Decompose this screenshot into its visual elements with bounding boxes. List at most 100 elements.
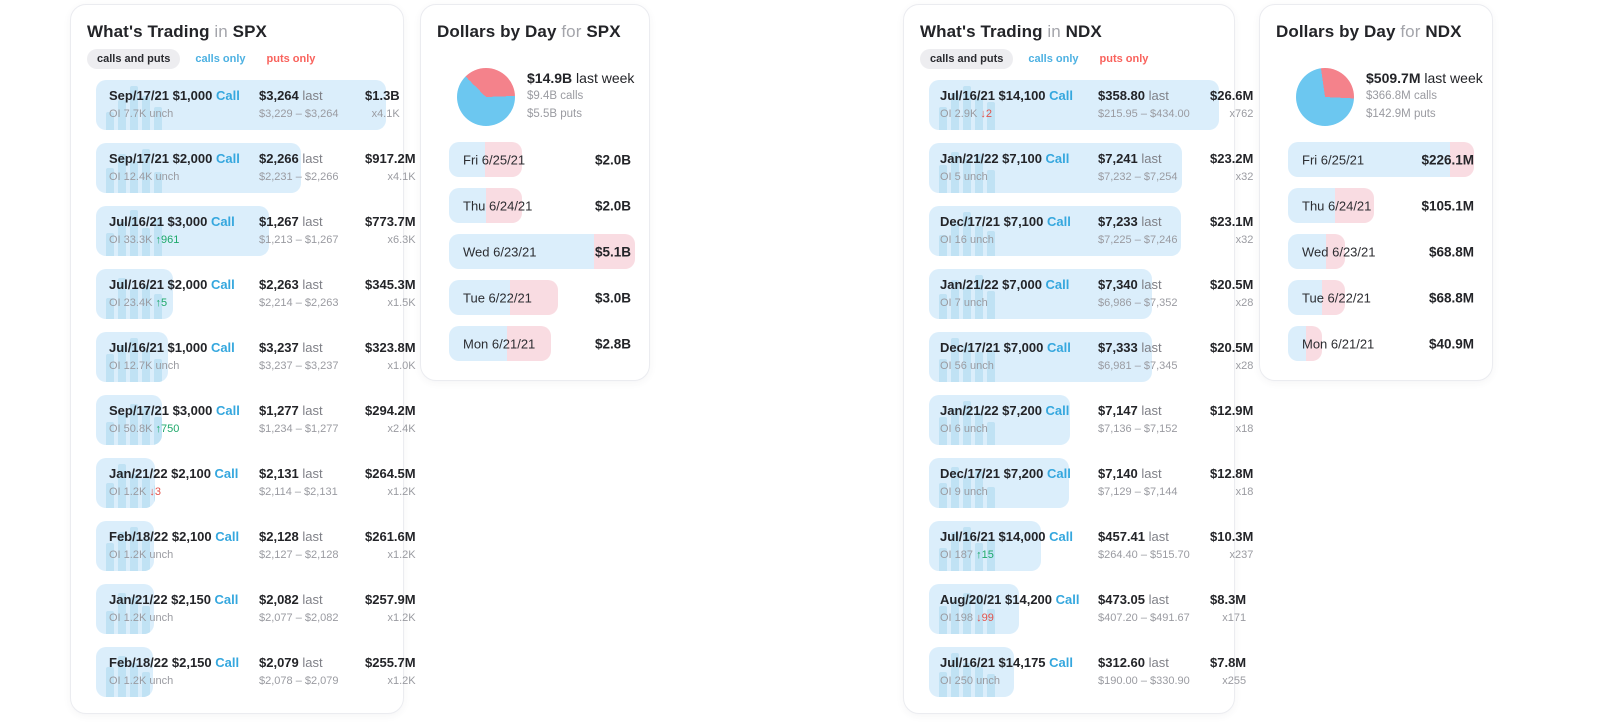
filter-tabs: calls and puts calls only puts only [920, 49, 1218, 69]
option-side: Call [1049, 655, 1073, 670]
trading-row[interactable]: Aug/20/21 $14,200 Call OI 198 ↓99 $473.0… [920, 584, 1246, 634]
trading-row[interactable]: Sep/17/21 $3,000 Call OI 50.8K ↑750 $1,2… [87, 395, 416, 445]
contracts-count: x28 [1235, 297, 1254, 309]
contract-label: Jan/21/22 $7,100 [940, 151, 1042, 166]
contracts-count: x255 [1222, 675, 1247, 687]
last-price: $7,233 [1098, 214, 1138, 229]
trading-rows: Jul/16/21 $14,100 Call OI 2.9K ↓2 $358.8… [920, 80, 1253, 697]
weekly-puts: $142.9M puts [1366, 108, 1436, 120]
panel-whats-trading-spx: What's Trading in SPX calls and puts cal… [70, 4, 416, 714]
open-interest: OI 1.2K [109, 549, 147, 561]
tab-calls-only[interactable]: calls only [189, 49, 251, 69]
day-row: Mon 6/21/21 $2.8B [437, 326, 633, 361]
contract-label: Dec/17/21 $7,200 [940, 466, 1044, 481]
open-interest: OI 33.3K [109, 234, 153, 246]
option-side: Call [210, 214, 235, 229]
price-range: $1,234 – $1,277 [259, 423, 339, 435]
contracts-count: x171 [1222, 612, 1247, 624]
option-side: Call [215, 529, 240, 544]
trading-row[interactable]: Sep/17/21 $1,000 Call OI 7.7K unch $3,26… [87, 80, 400, 130]
price-column: $7,140 last $7,129 – $7,144 [1098, 465, 1210, 500]
tab-calls-only[interactable]: calls only [1022, 49, 1084, 69]
oi-change: ↑750 [155, 423, 180, 435]
trading-row[interactable]: Jan/21/22 $7,200 Call OI 6 unch $7,147 l… [920, 395, 1253, 445]
day-value: $68.8M [1428, 244, 1474, 259]
price-column: $457.41 last $264.40 – $515.70 [1098, 528, 1210, 563]
price-range: $6,986 – $7,352 [1098, 297, 1178, 309]
price-column: $2,131 last $2,114 – $2,131 [259, 465, 365, 500]
tab-puts-only[interactable]: puts only [261, 49, 322, 69]
option-side: Call [210, 340, 235, 355]
trading-row[interactable]: Jul/16/21 $2,000 Call OI 23.4K ↑5 $2,263… [87, 269, 416, 319]
trading-row[interactable]: Jan/21/22 $2,100 Call OI 1.2K ↓3 $2,131 … [87, 458, 416, 508]
last-label: last [302, 655, 323, 670]
value-column: $255.7M x1.2K [365, 654, 416, 689]
contract-label: Dec/17/21 $7,000 [940, 340, 1044, 355]
tab-puts-only[interactable]: puts only [1094, 49, 1155, 69]
open-interest: OI 56 [940, 360, 967, 372]
tab-calls-and-puts[interactable]: calls and puts [87, 49, 181, 69]
price-column: $7,241 last $7,232 – $7,254 [1098, 150, 1210, 185]
trading-row[interactable]: Sep/17/21 $2,000 Call OI 12.4K unch $2,2… [87, 143, 416, 193]
day-row: Fri 6/25/21 $226.1M [1276, 142, 1476, 177]
notional-value: $12.9M [1210, 403, 1254, 418]
trading-row[interactable]: Jul/16/21 $3,000 Call OI 33.3K ↑961 $1,2… [87, 206, 416, 256]
trading-row[interactable]: Jul/16/21 $1,000 Call OI 12.7K unch $3,2… [87, 332, 416, 382]
trading-row[interactable]: Dec/17/21 $7,100 Call OI 16 unch $7,233 … [920, 206, 1253, 256]
trading-row[interactable]: Feb/18/22 $2,100 Call OI 1.2K unch $2,12… [87, 521, 416, 571]
trading-row-content: Jan/21/22 $2,150 Call OI 1.2K unch $2,08… [87, 584, 416, 626]
day-label: Thu 6/24/21 [1302, 198, 1372, 213]
contract-column: Jan/21/22 $2,100 Call OI 1.2K ↓3 [109, 465, 259, 500]
notional-value: $294.2M [365, 403, 416, 418]
trading-row[interactable]: Feb/18/22 $2,150 Call OI 1.2K unch $2,07… [87, 647, 416, 697]
trading-row[interactable]: Jan/21/22 $2,150 Call OI 1.2K unch $2,08… [87, 584, 416, 634]
day-label: Wed 6/23/21 [463, 244, 537, 259]
trading-row[interactable]: Jul/16/21 $14,175 Call OI 250 unch $312.… [920, 647, 1246, 697]
price-column: $2,263 last $2,214 – $2,263 [259, 276, 365, 311]
trading-row[interactable]: Jul/16/21 $14,000 Call OI 187 ↑15 $457.4… [920, 521, 1253, 571]
calls-puts-bar [1288, 326, 1322, 361]
contract-label: Sep/17/21 $1,000 [109, 88, 213, 103]
panel-title: What's Trading in SPX [87, 22, 387, 42]
trading-row[interactable]: Dec/17/21 $7,200 Call OI 9 unch $7,140 l… [920, 458, 1253, 508]
option-side: Call [1049, 88, 1073, 103]
open-interest: OI 9 [940, 486, 961, 498]
notional-value: $23.1M [1210, 214, 1254, 229]
volume-spark [939, 462, 995, 508]
option-side: Call [1055, 592, 1080, 607]
calls-segment [1288, 234, 1326, 269]
title-symbol: SPX [586, 22, 621, 41]
tab-calls-and-puts[interactable]: calls and puts [920, 49, 1014, 69]
trading-row[interactable]: Jul/16/21 $14,100 Call OI 2.9K ↓2 $358.8… [920, 80, 1253, 130]
trading-row[interactable]: Dec/17/21 $7,000 Call OI 56 unch $7,333 … [920, 332, 1253, 382]
price-range: $2,214 – $2,263 [259, 297, 339, 309]
trading-row[interactable]: Jan/21/22 $7,000 Call OI 7 unch $7,340 l… [920, 269, 1253, 319]
volume-spark [106, 651, 153, 697]
price-range: $2,231 – $2,266 [259, 171, 339, 183]
puts-segment [486, 188, 522, 223]
last-price: $2,128 [259, 529, 299, 544]
price-column: $473.05 last $407.20 – $491.67 [1098, 591, 1210, 626]
panel-title: Dollars by Day for SPX [437, 22, 633, 42]
day-label: Thu 6/24/21 [463, 198, 533, 213]
last-price: $2,131 [259, 466, 299, 481]
contract-label: Aug/20/21 $14,200 [940, 592, 1053, 607]
trading-row[interactable]: Jan/21/22 $7,100 Call OI 5 unch $7,241 l… [920, 143, 1253, 193]
last-label: last [1141, 214, 1162, 229]
notional-bar [96, 332, 168, 382]
trading-row-content: Sep/17/21 $3,000 Call OI 50.8K ↑750 $1,2… [87, 395, 416, 437]
oi-change: unch [149, 612, 174, 624]
notional-bar [96, 206, 269, 256]
open-interest: OI 1.2K [109, 612, 147, 624]
weekly-summary-text: $509.7M last week $366.8M calls $142.9M … [1366, 68, 1483, 122]
option-side: Call [210, 277, 235, 292]
volume-spark [106, 462, 155, 508]
day-row: Fri 6/25/21 $2.0B [437, 142, 633, 177]
last-price: $2,082 [259, 592, 299, 607]
contract-column: Jul/16/21 $3,000 Call OI 33.3K ↑961 [109, 213, 259, 248]
day-label: Fri 6/25/21 [1302, 152, 1365, 167]
day-value: $2.0B [594, 152, 631, 167]
volume-spark [939, 84, 995, 130]
contract-label: Jan/21/22 $2,100 [109, 466, 211, 481]
trading-row-content: Jul/16/21 $2,000 Call OI 23.4K ↑5 $2,263… [87, 269, 416, 311]
